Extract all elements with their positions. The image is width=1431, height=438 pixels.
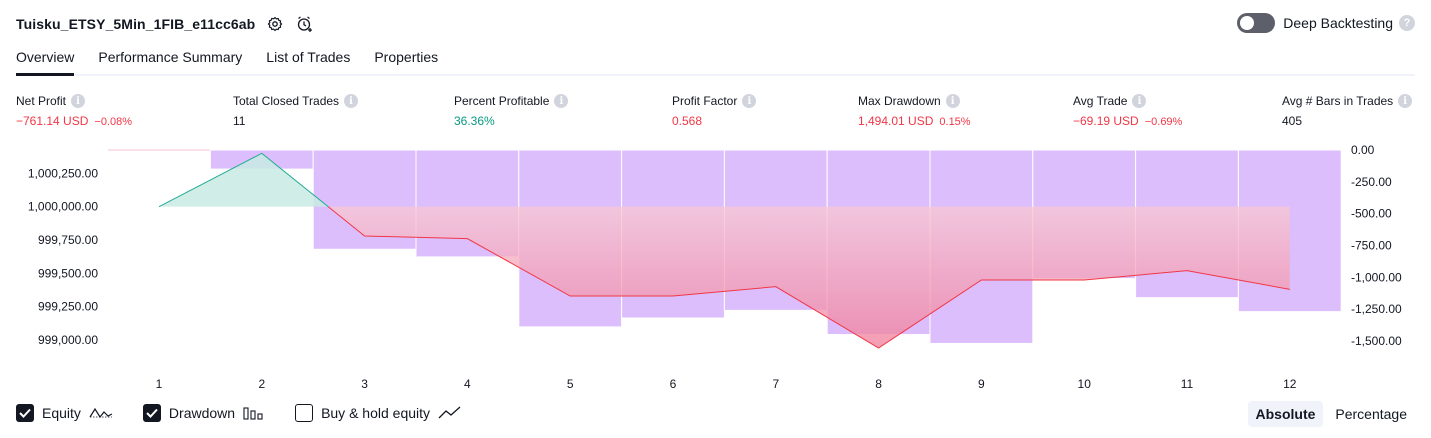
drawdown-checkbox[interactable] xyxy=(142,404,161,422)
x-axis-tick-label: 6 xyxy=(670,377,677,391)
legend-buy-hold[interactable]: Buy & hold equity xyxy=(295,404,462,422)
metric-max-drawdown: Max Drawdown i 1,494.01 USD 0.15% xyxy=(858,93,971,128)
tab-bar: Overview Performance Summary List of Tra… xyxy=(16,44,1415,76)
x-axis-tick-label: 10 xyxy=(1078,377,1092,391)
equity-loss-area xyxy=(328,206,1290,348)
x-axis-tick-label: 9 xyxy=(978,377,985,391)
equity-line-loss xyxy=(327,206,1290,349)
tab-overview[interactable]: Overview xyxy=(16,44,75,76)
strategy-header: Tuisku_ETSY_5Min_1FIB_e11cc6ab xyxy=(16,12,315,36)
metric-label: Avg # Bars in Trades xyxy=(1282,94,1394,108)
x-axis-tick-label: 5 xyxy=(567,377,574,391)
metric-value: −69.19 USD xyxy=(1073,114,1139,128)
equity-line-profit xyxy=(158,152,329,208)
buy-hold-line-icon xyxy=(438,406,462,420)
metric-percent: −0.69% xyxy=(1144,116,1183,128)
legend-label: Drawdown xyxy=(168,405,236,421)
metric-net-profit: Net Profit i −761.14 USD −0.08% xyxy=(16,93,132,128)
left-axis-tick-label: 999,500.00 xyxy=(38,266,98,280)
tab-properties[interactable]: Properties xyxy=(374,49,439,65)
metric-value: 405 xyxy=(1282,114,1303,128)
metrics-row: Net Profit i −761.14 USD −0.08% Total Clos… xyxy=(16,93,1415,133)
metric-profit-factor: Profit Factor i 0.568 xyxy=(672,93,757,128)
x-axis-tick-label: 11 xyxy=(1181,377,1194,391)
right-axis-tick-label: -1,250.00 xyxy=(1351,302,1402,316)
gear-icon[interactable] xyxy=(265,14,285,34)
right-axis-tick-label: -1,500.00 xyxy=(1351,334,1402,348)
metric-value: 1,494.01 USD xyxy=(858,114,934,128)
metric-percent: 0.15% xyxy=(939,116,971,128)
legend-equity[interactable]: Equity xyxy=(16,404,113,422)
x-axis-tick-label: 12 xyxy=(1283,377,1297,391)
metric-percent-profitable: Percent Profitable i 36.36% xyxy=(454,93,569,128)
value-mode-switch: Absolute Percentage xyxy=(1244,401,1416,427)
metric-avg-trade: Avg Trade i −69.19 USD −0.69% xyxy=(1073,93,1182,128)
info-icon[interactable]: i xyxy=(742,94,757,108)
legend-drawdown[interactable]: Drawdown xyxy=(142,404,265,422)
x-axis-tick-label: 7 xyxy=(772,377,779,391)
chart-legend: Equity Drawdown Buy & hold equity xyxy=(16,404,492,422)
alarm-clock-add-icon[interactable] xyxy=(295,14,315,34)
metric-label: Avg Trade xyxy=(1073,94,1128,108)
right-axis-tick-label: -500.00 xyxy=(1351,207,1392,221)
left-axis-tick-label: 999,750.00 xyxy=(38,233,98,247)
metric-value: 0.568 xyxy=(672,114,703,128)
equity-checkbox[interactable] xyxy=(16,404,34,422)
deep-backtesting-label: Deep Backtesting xyxy=(1283,15,1393,31)
left-axis-tick-label: 999,000.00 xyxy=(38,333,98,347)
absolute-mode-button[interactable]: Absolute xyxy=(1247,401,1324,427)
left-axis-tick-label: 999,250.00 xyxy=(38,300,98,314)
legend-label: Buy & hold equity xyxy=(321,405,431,421)
legend-label: Equity xyxy=(42,405,81,421)
strategy-name: Tuisku_ETSY_5Min_1FIB_e11cc6ab xyxy=(16,16,256,32)
info-icon[interactable]: i xyxy=(554,94,569,108)
x-axis-tick-label: 4 xyxy=(464,377,471,391)
toggle-knob xyxy=(1240,16,1255,30)
help-icon[interactable]: ? xyxy=(1399,15,1415,31)
right-axis-tick-label: -1,000.00 xyxy=(1351,270,1402,284)
metric-value: −761.14 USD xyxy=(16,114,89,128)
metric-label: Max Drawdown xyxy=(858,94,941,108)
deep-backtesting-toggle[interactable] xyxy=(1237,13,1276,33)
left-axis-tick-label: 1,000,000.00 xyxy=(28,200,98,214)
right-axis-tick-label: 0.00 xyxy=(1351,143,1375,157)
equity-drawdown-chart[interactable]: 1,000,250.00 1,000,000.00 999,750.00 999,50… xyxy=(0,140,1431,398)
left-axis-tick-label: 1,000,250.00 xyxy=(28,166,98,180)
buy-hold-checkbox[interactable] xyxy=(295,404,314,422)
info-icon[interactable]: i xyxy=(1132,94,1147,108)
metric-avg-bars: Avg # Bars in Trades i 405 xyxy=(1282,93,1413,128)
metric-label: Percent Profitable xyxy=(454,94,550,108)
metric-total-closed-trades: Total Closed Trades i 11 xyxy=(233,93,359,128)
metric-label: Profit Factor xyxy=(672,94,738,108)
x-axis-tick-label: 2 xyxy=(258,377,265,391)
metric-value: 11 xyxy=(233,114,246,128)
x-axis-tick-label: 1 xyxy=(156,377,163,391)
deep-backtesting: Deep Backtesting ? xyxy=(1237,13,1415,33)
x-axis-tick-label: 8 xyxy=(875,377,882,391)
drawdown-bars-icon xyxy=(243,406,265,420)
equity-line-icon xyxy=(89,406,113,420)
tab-list-of-trades[interactable]: List of Trades xyxy=(266,49,351,65)
metric-value: 36.36% xyxy=(454,114,495,128)
info-icon[interactable]: i xyxy=(344,94,359,108)
metric-label: Net Profit xyxy=(16,94,67,108)
equity-profit-area xyxy=(159,153,329,207)
metric-percent: −0.08% xyxy=(94,116,133,128)
right-axis-tick-label: -750.00 xyxy=(1351,238,1392,252)
info-icon[interactable]: i xyxy=(1398,94,1413,108)
tab-performance-summary[interactable]: Performance Summary xyxy=(98,49,243,65)
info-icon[interactable]: i xyxy=(71,94,86,108)
right-axis-tick-label: -250.00 xyxy=(1351,175,1392,189)
info-icon[interactable]: i xyxy=(945,94,960,108)
metric-label: Total Closed Trades xyxy=(233,94,340,108)
percentage-mode-button[interactable]: Percentage xyxy=(1335,406,1407,422)
x-axis-tick-label: 3 xyxy=(361,377,368,391)
